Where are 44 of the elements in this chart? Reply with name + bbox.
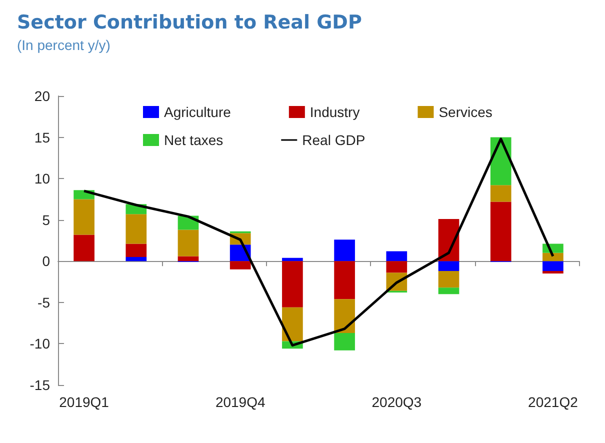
- bar: [490, 202, 512, 262]
- y-tick-label: -5: [38, 294, 50, 310]
- y-tick-label: -10: [30, 336, 50, 352]
- x-tick-label: 2019Q1: [59, 394, 110, 410]
- bar: [334, 299, 355, 333]
- bar: [74, 234, 94, 262]
- y-tick-label: 10: [34, 170, 50, 187]
- y-tick-label: 5: [42, 212, 50, 228]
- y-tick-label: -15: [30, 377, 50, 393]
- bar: [386, 251, 408, 262]
- bar: [334, 240, 355, 262]
- bar: [438, 261, 460, 272]
- bar: [438, 288, 460, 294]
- y-tick-label: 15: [34, 129, 50, 146]
- x-tick-label: 2020Q3: [372, 394, 422, 410]
- bar: [334, 332, 355, 350]
- legend-label: Services: [438, 104, 492, 120]
- bar: [282, 258, 303, 262]
- bar: [126, 257, 147, 262]
- legend-label: Agriculture: [164, 104, 232, 120]
- x-tick-label: 2019Q4: [215, 394, 266, 410]
- bar: [542, 252, 564, 262]
- bar: [438, 271, 460, 288]
- bar: [126, 244, 147, 258]
- bar: [334, 261, 355, 300]
- bar: [542, 261, 564, 272]
- legend-label: Industry: [310, 104, 360, 120]
- bar: [230, 261, 251, 270]
- bar: [126, 214, 147, 244]
- bar: [178, 230, 199, 256]
- bar: [74, 199, 94, 235]
- bar: [282, 261, 303, 308]
- bar: [490, 185, 512, 202]
- chart-subtitle: (In percent y/y): [17, 37, 110, 53]
- chart-title: Sector Contribution to Real GDP: [17, 12, 362, 34]
- y-tick-label: 20: [34, 88, 50, 104]
- legend-label: Real GDP: [302, 132, 366, 148]
- bar: [542, 271, 564, 274]
- bar: [178, 256, 199, 262]
- legend-label: Net taxes: [164, 132, 224, 148]
- bar: [282, 307, 303, 342]
- bar: [386, 261, 408, 273]
- x-tick-label: 2021Q2: [528, 394, 578, 410]
- y-tick-label: 0: [42, 253, 50, 270]
